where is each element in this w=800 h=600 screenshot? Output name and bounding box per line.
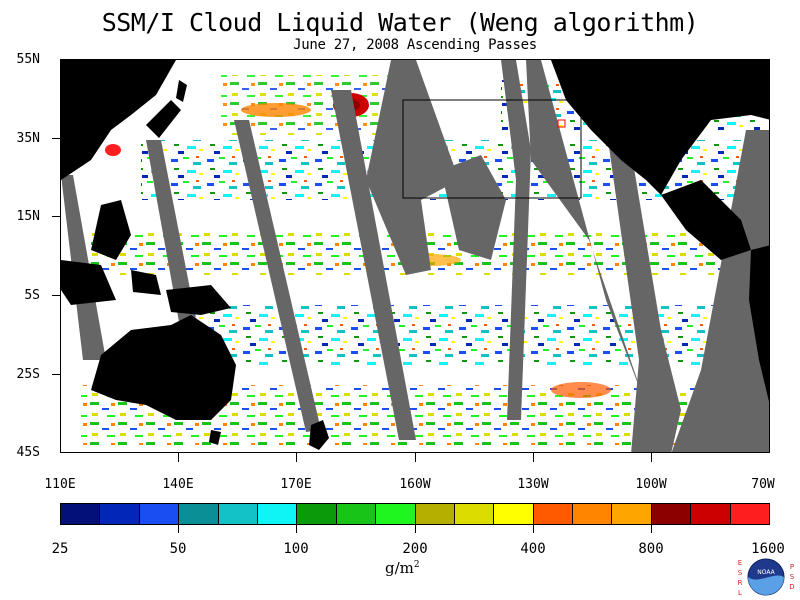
colorbar-swatch [691,504,731,524]
lon-label: 140E [162,477,194,492]
lat-label: 55N [16,52,40,67]
noaa-logo: E S R L P S D NOAA [738,558,795,597]
lat-label: 35N [16,131,40,146]
lon-label: 70W [751,477,775,492]
map-panel [60,59,770,453]
lon-tick [296,453,297,462]
lat-label: 25S [16,367,40,382]
land-masses [61,60,769,450]
lat-label: 5S [24,288,40,303]
lon-label: 130W [517,477,549,492]
lat-tick [52,374,60,375]
logo-letter: S [738,569,743,577]
colorbar-label: 200 [402,541,428,557]
colorbar-swatch [651,504,692,524]
map-subtitle: June 27, 2008 Ascending Passes [293,37,537,53]
logo-letter: S [790,573,795,581]
colorbar-swatch [494,504,534,524]
colorbar-label: 25 [51,541,69,557]
lon-label: 170E [280,477,312,492]
lat-label: 45S [16,445,40,460]
colorbar-label: 50 [169,541,187,557]
colorbar-tick [533,525,534,533]
colorbar-tick [651,525,652,533]
logo-letter: P [790,563,794,571]
colorbar-swatch [612,504,652,524]
logo-center-text: NOAA [757,569,775,576]
colorbar [60,503,770,525]
colorbar-swatch [376,504,416,524]
lat-tick [52,216,60,217]
logo-letter: L [738,589,742,597]
colorbar-swatch [139,504,180,524]
logo-letter: R [738,579,743,587]
colorbar-swatch [61,504,101,524]
colorbar-tick [415,525,416,533]
colorbar-swatch [454,504,495,524]
logo-letter: D [789,583,794,591]
lat-label: 15N [16,209,40,224]
lon-label: 110E [44,477,76,492]
logo-letter: E [738,559,742,567]
colorbar-label: 400 [520,541,546,557]
lat-tick [52,295,60,296]
colorbar-tick [178,525,179,533]
colorbar-swatch [100,504,140,524]
colorbar-swatch [415,504,455,524]
lon-label: 100W [635,477,667,492]
colorbar-swatch [730,504,770,524]
units-label: g/m2 [385,559,420,577]
colorbar-swatch [257,504,298,524]
colorbar-swatch [573,504,613,524]
colorbar-swatch [336,504,377,524]
lon-tick [533,453,534,462]
colorbar-swatch [218,504,258,524]
lon-tick [651,453,652,462]
map-title: SSM/I Cloud Liquid Water (Weng algorithm… [101,8,699,37]
colorbar-swatch [297,504,337,524]
lon-tick [178,453,179,462]
lon-label: 160W [399,477,431,492]
colorbar-label: 1600 [751,541,785,557]
lat-tick [52,138,60,139]
map-canvas [61,60,769,452]
colorbar-tick [296,525,297,533]
colorbar-swatch [533,504,574,524]
colorbar-label: 800 [638,541,664,557]
colorbar-swatch [179,504,219,524]
lon-tick [415,453,416,462]
colorbar-label: 100 [283,541,309,557]
